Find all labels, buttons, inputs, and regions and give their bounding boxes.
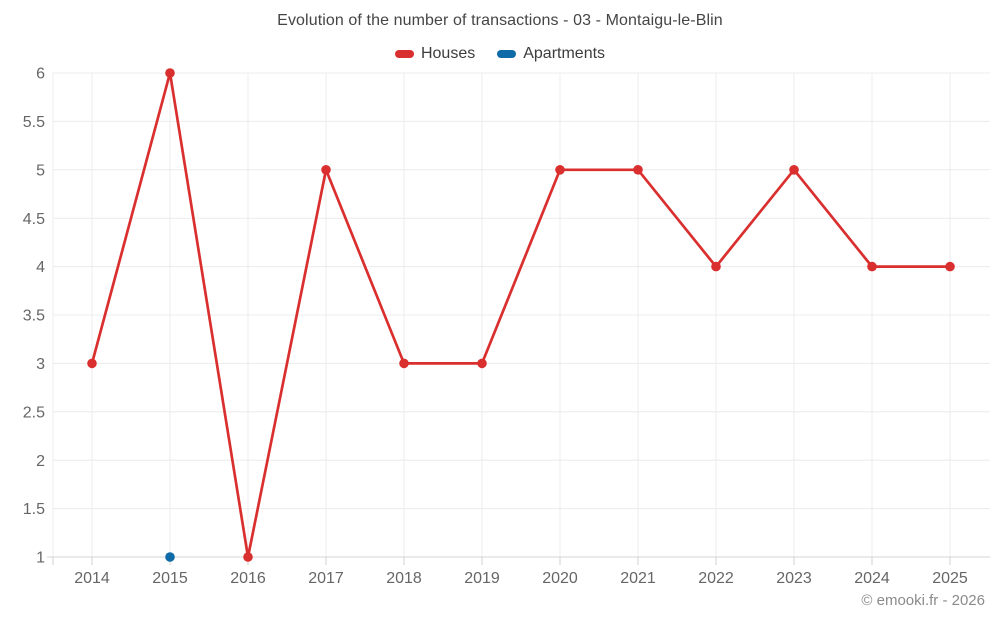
x-axis-tick-label: 2015 <box>152 570 188 587</box>
data-point-houses-2017[interactable] <box>321 165 331 175</box>
y-axis-tick-label: 6 <box>36 66 45 83</box>
houses-legend-swatch-icon <box>394 50 414 58</box>
x-axis-tick-label: 2014 <box>74 570 110 587</box>
y-axis-tick-label: 4 <box>36 259 45 276</box>
y-axis-tick-label: 1.5 <box>23 501 45 518</box>
y-axis-tick-label: 2 <box>36 453 45 470</box>
x-axis-tick-label: 2021 <box>620 570 656 587</box>
chart-title: Evolution of the number of transactions … <box>277 12 723 29</box>
x-axis-tick-label: 2018 <box>386 570 422 587</box>
data-point-houses-2020[interactable] <box>555 165 565 175</box>
legend-label-apartments: Apartments <box>523 45 606 62</box>
x-axis-tick-label: 2022 <box>698 570 734 587</box>
y-axis-tick-label: 5 <box>36 162 45 179</box>
x-axis-tick-label: 2017 <box>308 570 344 587</box>
x-axis-tick-label: 2023 <box>776 570 812 587</box>
y-axis-tick-label: 1 <box>36 550 45 567</box>
data-point-houses-2021[interactable] <box>633 165 643 175</box>
data-point-houses-2025[interactable] <box>945 261 955 272</box>
data-point-houses-2019[interactable] <box>477 358 487 369</box>
legend-item-houses[interactable]: Houses <box>394 45 476 63</box>
y-axis-tick-label: 2.5 <box>23 404 45 421</box>
x-axis-tick-label: 2024 <box>854 570 890 587</box>
x-axis-tick-label: 2020 <box>542 570 578 587</box>
y-axis-tick-label: 5.5 <box>23 114 45 131</box>
legend-label-houses: Houses <box>420 45 476 62</box>
data-point-apartments-2015[interactable] <box>165 552 175 562</box>
apartments-legend-swatch-icon <box>497 50 517 58</box>
legend-item-apartments[interactable]: Apartments <box>497 45 605 63</box>
data-point-houses-2023[interactable] <box>789 165 799 175</box>
data-point-houses-2018[interactable] <box>399 358 409 369</box>
watermark-credit: © emooki.fr - 2026 <box>861 592 985 609</box>
y-axis-tick-label: 3 <box>36 356 45 373</box>
series-line-houses <box>90 71 952 559</box>
x-axis-tick-label: 2019 <box>464 570 500 587</box>
data-point-houses-2016[interactable] <box>243 552 253 562</box>
data-point-houses-2022[interactable] <box>711 261 721 272</box>
y-axis-tick-label: 4.5 <box>23 211 45 228</box>
x-axis-tick-label: 2025 <box>932 570 968 587</box>
chart-legend: Houses Apartments <box>0 45 1000 63</box>
data-point-houses-2024[interactable] <box>867 261 877 272</box>
x-axis-tick-label: 2016 <box>230 570 266 587</box>
data-point-houses-2014[interactable] <box>87 358 97 369</box>
data-point-houses-2015[interactable] <box>165 68 175 78</box>
y-axis-tick-label: 3.5 <box>23 308 45 325</box>
